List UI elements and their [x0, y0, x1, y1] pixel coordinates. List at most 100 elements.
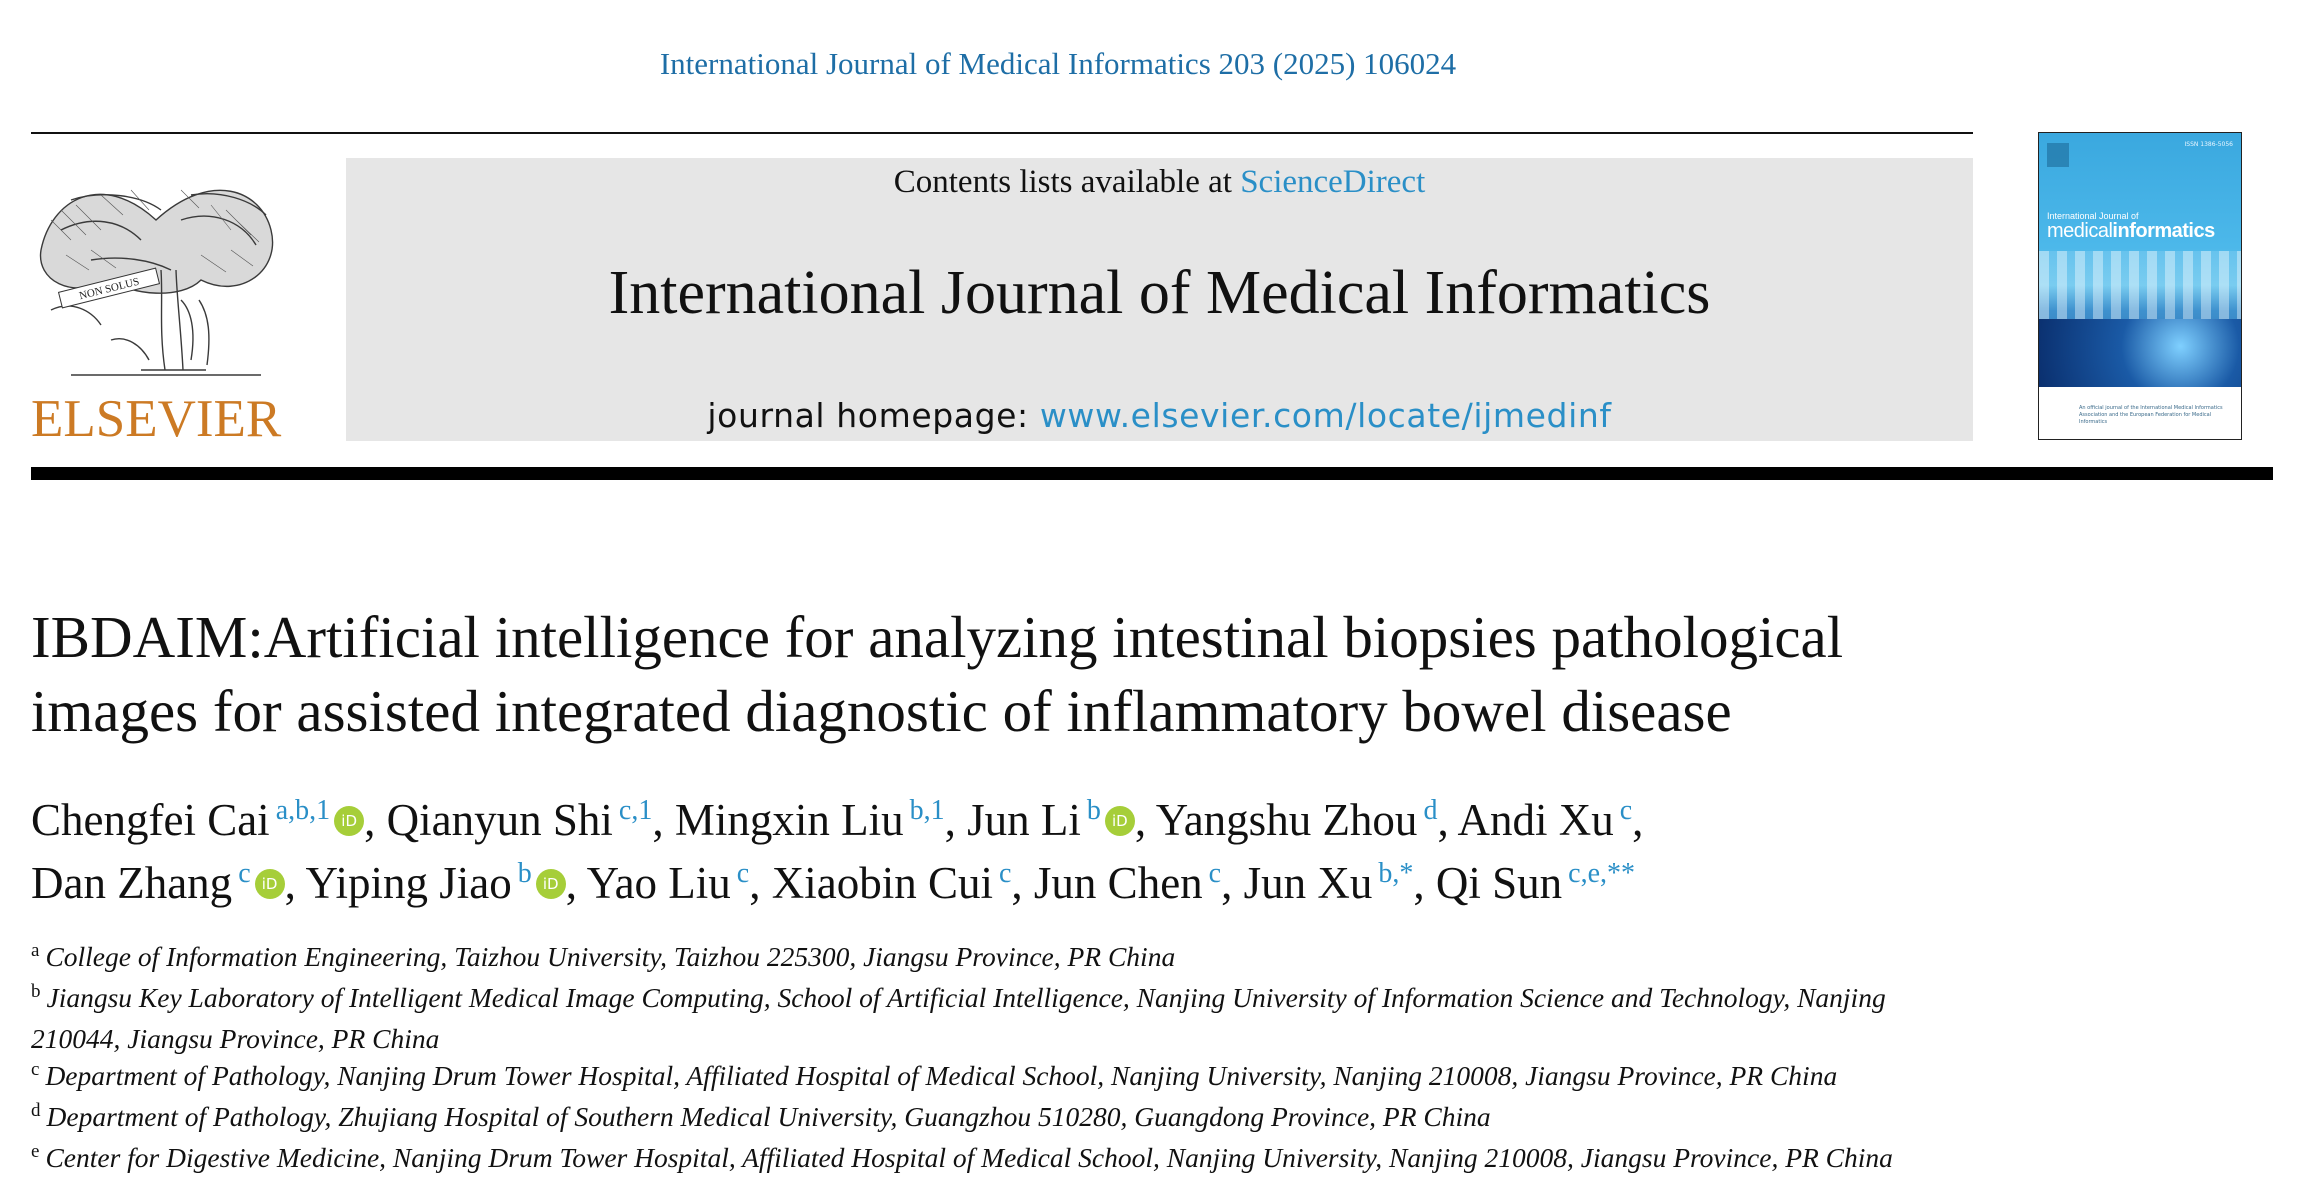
homepage-prefix: journal homepage:: [707, 396, 1040, 435]
journal-homepage-line: journal homepage: www.elsevier.com/locat…: [346, 395, 1973, 437]
article-title: IBDAIM:Artificial intelligence for analy…: [31, 600, 1991, 748]
article-title-line-1: IBDAIM:Artificial intelligence for analy…: [31, 604, 1844, 670]
author-affiliation-marks[interactable]: b,*: [1378, 858, 1414, 889]
author-entry: Dan Zhang c iD,: [31, 858, 305, 908]
affiliation-item: e Center for Digestive Medicine, Nanjing …: [31, 1139, 1981, 1180]
author-name: Yiping Jiao: [305, 858, 512, 908]
author-affiliation-marks[interactable]: d: [1423, 795, 1438, 826]
contents-availability-line: Contents lists available at ScienceDirec…: [346, 160, 1973, 204]
author-name: Jun Xu: [1243, 858, 1373, 908]
affiliation-item: c Department of Pathology, Nanjing Drum T…: [31, 1057, 1981, 1098]
author-name: Xiaobin Cui: [771, 858, 993, 908]
author-list: Chengfei Cai a,b,1 iD, Qianyun Shi c,1, Min…: [31, 792, 1991, 918]
affiliation-list: a College of Information Engineering, Tai…: [31, 938, 1981, 1180]
author-affiliation-marks[interactable]: b,1: [909, 795, 945, 826]
affiliation-text: Jiangsu Key Laboratory of Intelligent Me…: [31, 982, 1886, 1054]
author-entry: Xiaobin Cui c,: [772, 858, 1034, 908]
cover-title-big: medicalinformatics: [2047, 220, 2215, 243]
author-affiliation-marks[interactable]: b: [517, 858, 532, 889]
author-affiliation-marks[interactable]: c: [1208, 858, 1222, 889]
author-name: Yangshu Zhou: [1155, 795, 1418, 845]
author-affiliation-marks[interactable]: c: [1619, 795, 1633, 826]
author-entry: Yiping Jiao b iD,: [305, 858, 586, 908]
journal-cover-thumbnail[interactable]: ISSN 1386-5056 International Journal of …: [2038, 132, 2242, 440]
affiliation-text: Department of Pathology, Nanjing Drum To…: [45, 1060, 1838, 1091]
affiliation-letter: a: [31, 940, 40, 961]
author-name: Jun Chen: [1033, 858, 1203, 908]
affiliation-letter: e: [31, 1141, 40, 1162]
journal-title[interactable]: International Journal of Medical Informa…: [608, 259, 1711, 327]
author-affiliation-marks[interactable]: a,b,1: [275, 795, 331, 826]
affiliation-text: Center for Digestive Medicine, Nanjing D…: [45, 1142, 1893, 1173]
author-line-2: Dan Zhang c iD, Yiping Jiao b iD, Yao Liu c, …: [31, 855, 1991, 918]
orcid-icon[interactable]: iD: [334, 805, 365, 836]
affiliation-text: College of Information Engineering, Taiz…: [45, 941, 1176, 972]
author-name: Jun Li: [967, 795, 1081, 845]
author-name: Dan Zhang: [31, 858, 233, 908]
author-separator: ,: [1134, 795, 1156, 845]
affiliation-letter: b: [31, 981, 41, 1002]
author-entry: Jun Xu b,*,: [1244, 858, 1436, 908]
author-separator: ,: [652, 795, 675, 845]
author-entry: Qi Sun c,e,**: [1436, 858, 1635, 908]
cover-title-medical: medical: [2047, 220, 2113, 242]
affiliation-item: d Department of Pathology, Zhujiang Hospi…: [31, 1098, 1981, 1139]
cover-issn: ISSN 1386-5056: [2184, 141, 2234, 148]
orcid-icon[interactable]: iD: [535, 868, 566, 899]
cover-title-small: International Journal of: [2047, 211, 2139, 221]
elsevier-logo[interactable]: NON SOLUS ELSEVIER: [31, 160, 283, 446]
author-affiliation-marks[interactable]: c,1: [618, 795, 653, 826]
author-name: Chengfei Cai: [31, 795, 270, 845]
sciencedirect-link[interactable]: ScienceDirect: [1240, 164, 1426, 200]
affiliation-item: b Jiangsu Key Laboratory of Intelligent M…: [31, 979, 1981, 1057]
author-separator: ,: [1221, 858, 1244, 908]
author-separator: ,: [1632, 795, 1644, 845]
author-affiliation-marks[interactable]: c: [736, 858, 750, 889]
cover-footer-text: An official journal of the International…: [2079, 405, 2223, 425]
author-affiliation-marks[interactable]: c,e,**: [1568, 858, 1636, 889]
affiliation-item: a College of Information Engineering, Tai…: [31, 938, 1981, 979]
author-separator: ,: [749, 858, 772, 908]
contents-prefix: Contents lists available at: [893, 164, 1241, 200]
author-separator: ,: [1011, 858, 1034, 908]
author-entry: Chengfei Cai a,b,1 iD,: [31, 795, 387, 845]
elsevier-wordmark: ELSEVIER: [31, 390, 282, 448]
article-title-line-2: images for assisted integrated diagnosti…: [31, 678, 1732, 744]
author-affiliation-marks[interactable]: c: [238, 858, 251, 889]
author-entry: Yao Liu c,: [587, 858, 772, 908]
author-separator: ,: [565, 858, 587, 908]
citation-text[interactable]: International Journal of Medical Informa…: [659, 46, 1457, 81]
affiliation-letter: d: [31, 1100, 41, 1121]
author-separator: ,: [284, 858, 306, 908]
orcid-icon[interactable]: iD: [254, 868, 285, 899]
affiliation-letter: c: [31, 1059, 40, 1080]
affiliation-text: Department of Pathology, Zhujiang Hospit…: [46, 1101, 1491, 1132]
author-separator: ,: [1413, 858, 1436, 908]
orcid-icon[interactable]: iD: [1104, 805, 1135, 836]
cover-network-image: [2039, 319, 2241, 387]
elsevier-tree-icon: NON SOLUS: [39, 189, 274, 376]
author-name: Qianyun Shi: [386, 795, 613, 845]
author-entry: Jun Chen c,: [1034, 858, 1244, 908]
cover-light-band: [2039, 251, 2241, 321]
cover-title-informatics: informatics: [2112, 220, 2215, 242]
author-entry: Mingxin Liu b,1,: [675, 795, 967, 845]
author-name: Qi Sun: [1435, 858, 1563, 908]
author-line-1: Chengfei Cai a,b,1 iD, Qianyun Shi c,1, Min…: [31, 792, 1991, 855]
header-thick-rule: [31, 467, 2273, 480]
author-name: Mingxin Liu: [674, 795, 904, 845]
journal-citation[interactable]: International Journal of Medical Informa…: [0, 44, 2304, 84]
cover-elsevier-logo-icon: [2047, 143, 2069, 167]
author-separator: ,: [944, 795, 968, 845]
author-entry: Qianyun Shi c,1,: [387, 795, 675, 845]
author-affiliation-marks[interactable]: b: [1086, 795, 1101, 826]
author-affiliation-marks[interactable]: c: [998, 858, 1012, 889]
author-entry: Jun Li b iD,: [967, 795, 1156, 845]
author-name: Yao Liu: [586, 858, 731, 908]
author-entry: Andi Xu c,: [1457, 795, 1643, 845]
author-entry: Yangshu Zhou d,: [1156, 795, 1458, 845]
author-separator: ,: [1437, 795, 1458, 845]
journal-banner: Contents lists available at ScienceDirec…: [346, 158, 1973, 441]
journal-homepage-link[interactable]: www.elsevier.com/locate/ijmedinf: [1039, 396, 1612, 435]
author-name: Andi Xu: [1457, 795, 1614, 845]
